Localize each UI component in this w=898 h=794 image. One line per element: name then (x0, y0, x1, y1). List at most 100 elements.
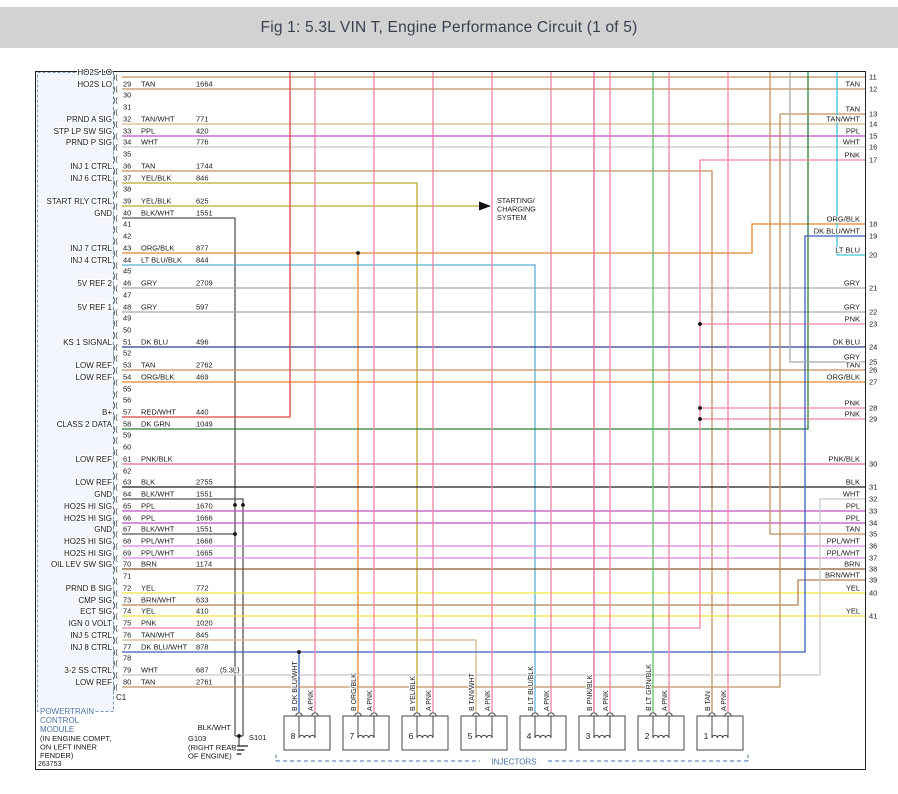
pin-number: 33 (123, 127, 131, 136)
starting-charging-label: STARTING/ (497, 196, 535, 205)
pin-bracket-icon: )( (113, 87, 118, 94)
pin-bracket-icon: )( (113, 169, 118, 176)
injector-pin-b-label: B ORG/BLK (351, 673, 358, 711)
right-pin-number: 31 (869, 483, 877, 492)
signal-label: KS 1 SIGNAL (63, 338, 112, 347)
signal-label: HO2S HI SIG (64, 537, 112, 546)
signal-label: PRND P SIG (66, 138, 112, 147)
right-wire-label: TAN (846, 525, 860, 534)
pcm-pin-row: )(CLASS 2 DATA 58 DK GRN 1049 (56, 419, 214, 434)
wire-color-label: WHT (141, 666, 158, 675)
right-wire-label: PNK (845, 315, 860, 324)
injector-pin-b-label: B TAN (705, 691, 712, 711)
pin-bracket-icon: )( (113, 157, 118, 164)
pcm-location-label: (IN ENGINE COMPT, (40, 734, 111, 743)
wire-color-label: YEL/BLK (141, 197, 171, 206)
pin-socket-icon (547, 712, 555, 717)
signal-label: INJ 6 CTRL (70, 174, 112, 183)
pin-bracket-icon: )( (113, 145, 118, 152)
wire-color-label: PPL (141, 514, 155, 523)
wire (122, 639, 477, 712)
pin-socket-icon (413, 712, 421, 717)
injector-number: 6 (409, 731, 414, 741)
right-wire-label: LT BLU (835, 246, 860, 255)
splice-dot (241, 503, 245, 507)
wire-color-label: TAN (141, 361, 155, 370)
pin-number: 40 (123, 209, 131, 218)
pcm-name-label: MODULE (40, 725, 74, 734)
signal-label: LOW REF (76, 678, 113, 687)
pin-number: 44 (123, 256, 131, 265)
pin-number: 53 (123, 361, 131, 370)
wire (122, 159, 865, 629)
pin-number: 58 (123, 420, 131, 429)
right-wire-label: TAN/WHT (826, 115, 860, 124)
wire-color-label: TAN/WHT (141, 631, 175, 640)
pin-number: 69 (123, 549, 131, 558)
signal-label: LOW REF (76, 361, 113, 370)
pcm-name-label: CONTROL (40, 716, 80, 725)
right-pin-number: 21 (869, 284, 877, 293)
pin-bracket-icon: )( (113, 333, 118, 340)
pcm-box (37, 72, 114, 712)
pcm-pin-row: )(HO2S HI SIG 65 PPL 1670 (63, 501, 214, 516)
pin-number: 60 (123, 443, 131, 452)
right-wire-label: BLK (846, 478, 860, 487)
injector-8: 8 B DK BLU/WHT A PNK (283, 659, 331, 751)
wire (836, 72, 865, 256)
pin-bracket-icon: )( (113, 685, 118, 692)
pin-number: 70 (123, 560, 131, 569)
pin-number: 38 (123, 185, 131, 194)
pcm-pin-row: )(INJ 1 CTRL 36 TAN 1744 (69, 161, 213, 176)
wire-color-label: PNK/BLK (141, 455, 173, 464)
signal-label: PRND B SIG (66, 584, 112, 593)
coil-icon (475, 734, 493, 739)
signal-label: GND (94, 525, 112, 534)
signal-label: INJ 5 CTRL (70, 631, 112, 640)
signal-label: OIL LEV SW SIG (51, 560, 112, 569)
pin-number: 65 (123, 502, 131, 511)
injector-pin-a-label: A PNK (426, 690, 433, 711)
circuit-number-label: 1551 (196, 525, 213, 534)
injector-pin-a-label: A PNK (603, 690, 610, 711)
wire-color-label: TAN (141, 678, 155, 687)
circuit-number-label: 1551 (196, 490, 213, 499)
injector-7: 7 B ORG/BLK A PNK (342, 672, 390, 751)
ground-location-label: OF ENGINE) (188, 752, 232, 761)
right-pin-number: 17 (869, 156, 877, 165)
pin-number: 71 (123, 572, 131, 581)
pin-number: 64 (123, 490, 131, 499)
pin-socket-icon (665, 712, 673, 717)
pin-number: 31 (123, 103, 131, 112)
right-pin-number: 19 (869, 232, 877, 241)
right-wire-label: YEL (846, 607, 860, 616)
pin-number: 47 (123, 291, 131, 300)
signal-label: ECT SIG (80, 607, 112, 616)
injector-box (342, 715, 390, 751)
splice-dot (233, 532, 237, 536)
right-pin-number: 32 (869, 495, 877, 504)
circuit-number-label: 776 (196, 138, 209, 147)
right-wire-label: PPL (846, 514, 860, 523)
pin-number: 66 (123, 514, 131, 523)
pcm-pin-row: )(PRND P SIG 34 WHT 776 (65, 137, 210, 152)
pcm-pin-row: )(INJ 8 CTRL 77 DK BLU/WHT 878 (69, 642, 209, 657)
pin-bracket-icon: )( (113, 474, 118, 481)
pin-number: 80 (123, 678, 131, 687)
circuit-number-label: 1049 (196, 420, 213, 429)
pin-number: 52 (123, 349, 131, 358)
pcm-pin-row: )(62 (113, 466, 132, 481)
signal-label: LOW REF (76, 478, 113, 487)
pin-bracket-icon: )( (113, 98, 118, 105)
injector-pin-b-label: B DK BLU/WHT (292, 660, 299, 711)
right-pin-number: 29 (869, 415, 877, 424)
signal-label: START RLY CTRL (47, 197, 113, 206)
pin-bracket-icon: )( (113, 251, 118, 258)
pin-bracket-icon: )( (113, 356, 118, 363)
wire-color-label: BLK/WHT (141, 209, 175, 218)
splice-dot (698, 322, 702, 326)
wire-color-label: WHT (141, 138, 158, 147)
wire-color-label: PPL/WHT (141, 549, 175, 558)
coil-icon (357, 734, 375, 739)
right-pin-number: 27 (869, 378, 877, 387)
